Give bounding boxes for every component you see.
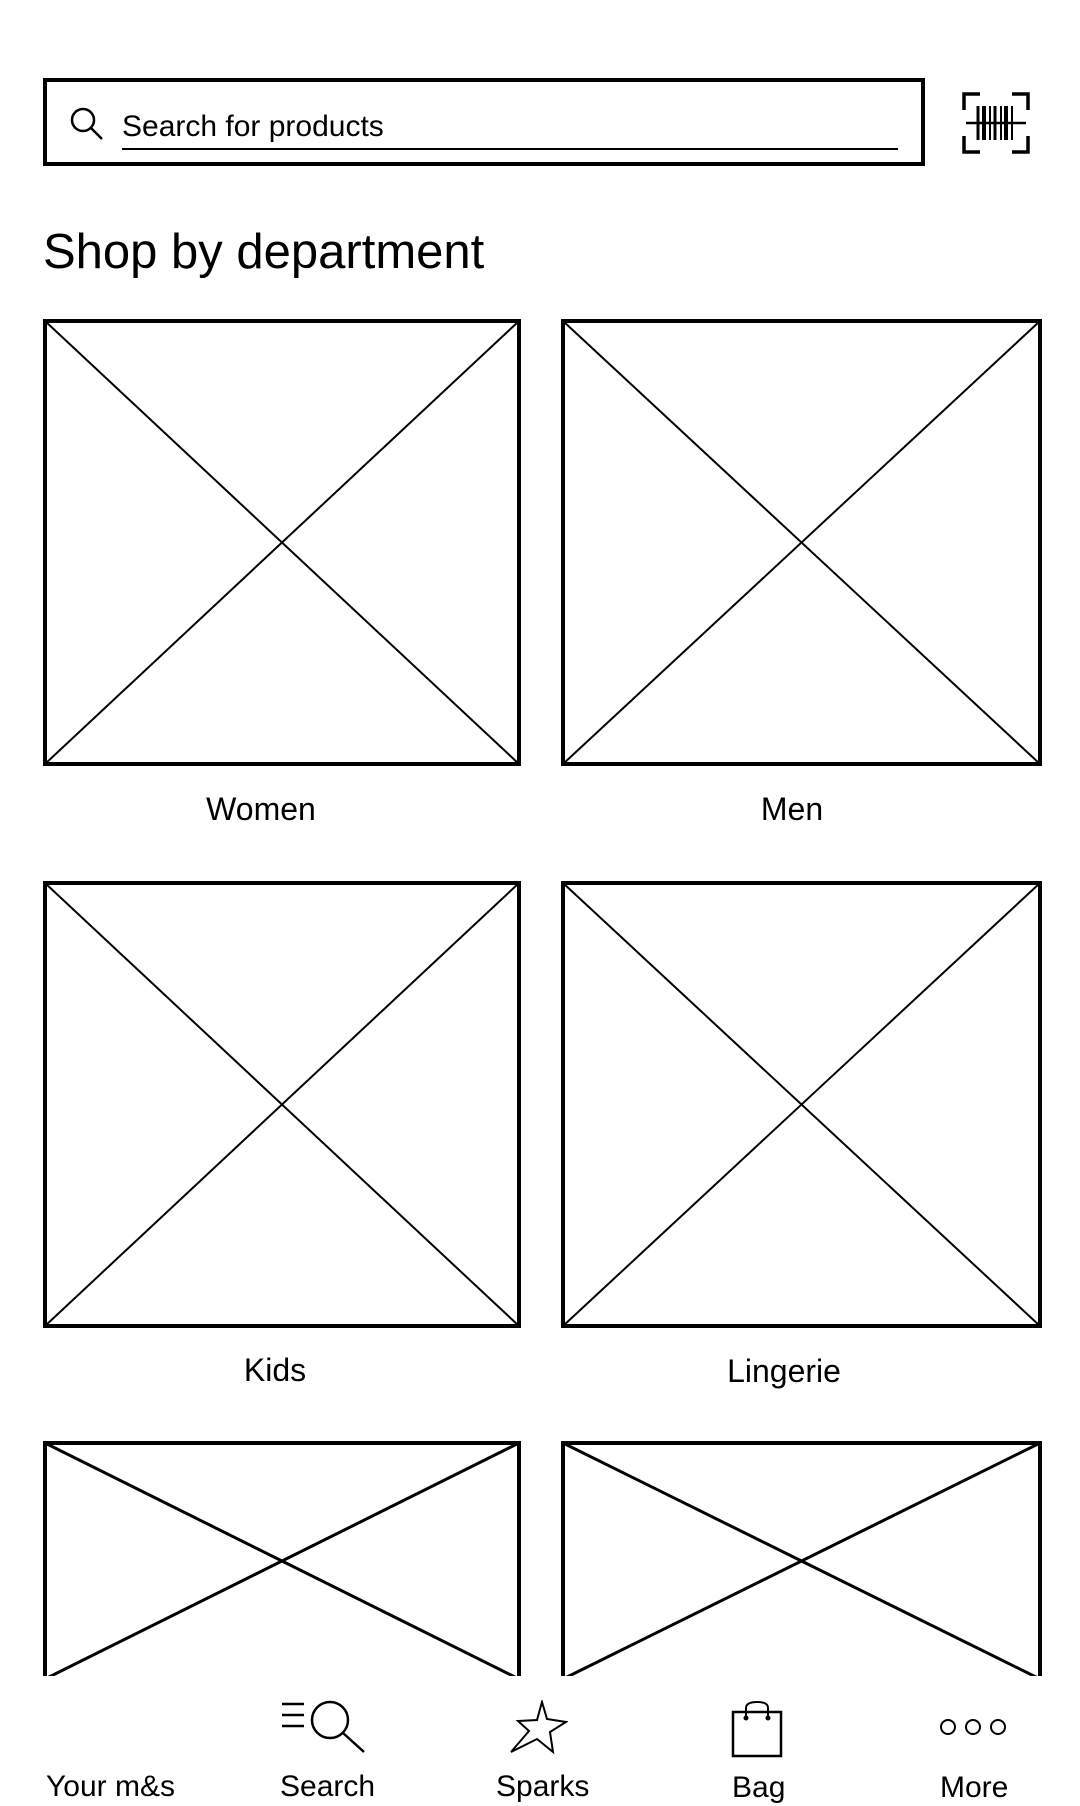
- star-icon: [510, 1700, 568, 1755]
- section-title: Shop by department: [43, 225, 485, 279]
- search-input[interactable]: [122, 106, 898, 150]
- department-tile[interactable]: [43, 1441, 521, 1681]
- nav-item-more[interactable]: More: [930, 1676, 1040, 1804]
- menu-search-icon: [282, 1700, 365, 1753]
- search-bar[interactable]: [43, 78, 925, 166]
- nav-label: Sparks: [496, 1770, 590, 1803]
- nav-label: Search: [280, 1770, 376, 1803]
- nav-item-your-ms[interactable]: Your m&s: [40, 1676, 190, 1803]
- nav-item-bag[interactable]: Bag: [720, 1676, 810, 1804]
- nav-label: More: [940, 1771, 1009, 1804]
- shopping-bag-icon: [731, 1700, 783, 1758]
- image-placeholder-icon: [43, 1441, 521, 1681]
- department-tile-lingerie[interactable]: [561, 881, 1042, 1328]
- image-placeholder-icon: [43, 319, 521, 766]
- image-placeholder-icon: [43, 881, 521, 1328]
- department-label: Lingerie: [727, 1353, 841, 1389]
- department-tile-kids[interactable]: [43, 881, 521, 1328]
- search-icon: [70, 107, 103, 140]
- department-label: Women: [206, 791, 316, 827]
- department-label: Men: [760, 791, 824, 827]
- more-dots-icon: [940, 1719, 1006, 1735]
- department-label: Kids: [243, 1352, 307, 1388]
- bottom-nav: Your m&s Search Sparks Bag: [0, 1676, 1080, 1804]
- department-tile-women[interactable]: [43, 319, 521, 766]
- image-placeholder-icon: [561, 319, 1042, 766]
- nav-label: Bag: [732, 1771, 786, 1804]
- nav-item-sparks[interactable]: Sparks: [490, 1676, 600, 1803]
- barcode-scan-icon[interactable]: [962, 92, 1030, 154]
- nav-label: Your m&s: [46, 1770, 175, 1803]
- nav-item-search[interactable]: Search: [270, 1676, 400, 1803]
- department-tile-men[interactable]: [561, 319, 1042, 766]
- department-tile[interactable]: [561, 1441, 1042, 1681]
- image-placeholder-icon: [561, 881, 1042, 1328]
- image-placeholder-icon: [561, 1441, 1042, 1681]
